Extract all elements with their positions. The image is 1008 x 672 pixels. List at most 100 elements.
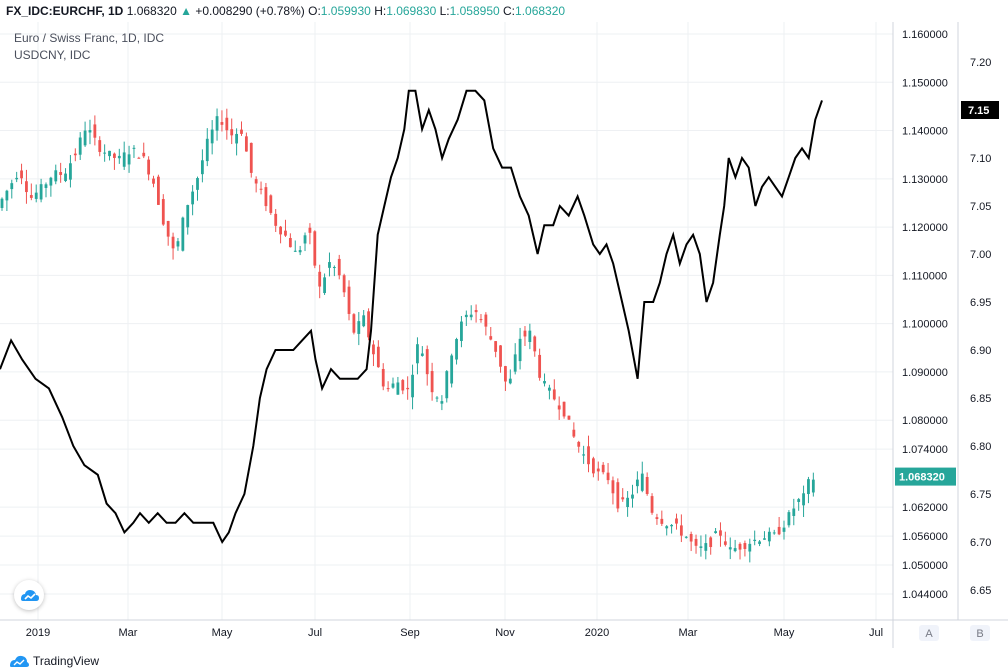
- candle-body: [0, 198, 4, 208]
- candle-body: [313, 231, 317, 266]
- eurchf-tick-label: 1.110000: [902, 270, 947, 282]
- usdcny-tick-label: 6.85: [970, 393, 991, 405]
- candle-body: [376, 346, 380, 368]
- candle-body: [797, 499, 801, 502]
- candle-body: [137, 157, 141, 159]
- candle-body: [49, 177, 53, 186]
- candle-body: [308, 227, 312, 233]
- candle-body: [396, 382, 400, 395]
- candle-body: [518, 338, 522, 362]
- candle-body: [709, 537, 713, 548]
- candle-body: [401, 380, 405, 391]
- candle-body: [679, 525, 683, 536]
- candle-body: [719, 530, 722, 536]
- candle-body: [420, 353, 424, 356]
- candle-body: [210, 129, 214, 144]
- candle-body: [440, 401, 444, 404]
- scale-button-b[interactable]: [970, 625, 990, 641]
- eurchf-tick-label: 1.074000: [902, 444, 948, 456]
- candle-body: [64, 173, 67, 182]
- candle-body: [244, 136, 248, 152]
- candle-body: [391, 383, 395, 388]
- candle-body: [591, 458, 595, 474]
- candle-body: [670, 524, 673, 527]
- eurchf-tick-label: 1.050000: [902, 560, 948, 572]
- eurchf-tick-label: 1.100000: [902, 319, 948, 331]
- candle-body: [186, 205, 190, 228]
- cloud-icon: [21, 590, 39, 601]
- candle-body: [98, 140, 102, 152]
- usdcny-tick-label: 6.80: [970, 441, 991, 453]
- candle-body: [352, 314, 356, 333]
- candle-body: [548, 387, 551, 391]
- usdcny-tick-label: 7.05: [970, 201, 991, 213]
- candle-body: [117, 155, 121, 159]
- candle-body: [723, 541, 727, 545]
- candle-body: [792, 508, 796, 516]
- candle-body: [411, 374, 414, 398]
- low-value: 1.058950: [449, 4, 500, 18]
- candle-body: [508, 378, 512, 384]
- candle-body: [450, 355, 454, 384]
- candle-body: [288, 238, 292, 248]
- candle-body: [108, 150, 111, 157]
- candle-body: [147, 159, 151, 175]
- candle-body: [269, 195, 273, 213]
- price-change-icon: ▲: [180, 4, 192, 18]
- usdcny-tick-label: 6.70: [970, 537, 991, 549]
- candle-body: [767, 531, 771, 542]
- brand-name[interactable]: TradingView: [33, 654, 100, 668]
- candle-body: [59, 172, 63, 175]
- usdcny-last-tag: [961, 101, 999, 119]
- candle-body: [293, 250, 297, 252]
- candle-body: [484, 314, 488, 327]
- candle-body: [587, 446, 590, 465]
- x-tick-label: Mar: [119, 627, 138, 639]
- candle-body: [122, 152, 126, 167]
- candle-body: [660, 518, 664, 524]
- candle-body: [274, 213, 278, 226]
- candle-body: [240, 129, 243, 134]
- eurchf-last-label: 1.068320: [899, 472, 945, 484]
- candle-body: [73, 153, 77, 156]
- candle-body: [714, 531, 717, 534]
- candle-body: [406, 387, 410, 390]
- footer: TradingView: [0, 648, 1008, 672]
- tradingview-circle-icon[interactable]: [14, 580, 44, 610]
- candle-body: [601, 464, 605, 473]
- close-value: 1.068320: [515, 4, 566, 18]
- candle-body: [435, 397, 439, 399]
- candle-body: [474, 310, 478, 313]
- eurchf-tick-label: 1.044000: [902, 589, 948, 601]
- usdcny-tick-label: 7.20: [970, 57, 991, 69]
- candle-body: [152, 178, 155, 184]
- candle-body: [347, 286, 351, 314]
- candle-body: [196, 178, 199, 190]
- candle-body: [264, 187, 268, 207]
- candle-body: [504, 366, 507, 382]
- candle-body: [332, 267, 336, 269]
- candle-body: [181, 217, 185, 251]
- candle-body: [34, 192, 38, 199]
- candle-body: [220, 122, 224, 125]
- candle-body: [528, 330, 532, 342]
- last-price: 1.068320: [126, 4, 177, 18]
- candle-body: [323, 277, 326, 294]
- candle-body: [161, 199, 165, 225]
- candle-body: [279, 226, 282, 235]
- tradingview-logo-icon[interactable]: [8, 654, 30, 668]
- candle-body: [557, 405, 561, 410]
- open-value: 1.059930: [320, 4, 371, 18]
- candle-body: [88, 130, 92, 133]
- eurchf-tick-label: 1.160000: [902, 29, 948, 41]
- x-tick-label: 2020: [585, 627, 609, 639]
- candle-body: [689, 534, 693, 542]
- candle-body: [127, 154, 131, 165]
- candle-body: [430, 371, 434, 393]
- candle-body: [567, 415, 571, 420]
- candle-body: [166, 220, 170, 237]
- chart-canvas[interactable]: 1.160000 1.150000 1.140000 1.130000 1.120000…: [0, 22, 1008, 648]
- candle-body: [733, 548, 737, 552]
- candle-body: [640, 473, 644, 491]
- scale-button-a[interactable]: [919, 625, 939, 641]
